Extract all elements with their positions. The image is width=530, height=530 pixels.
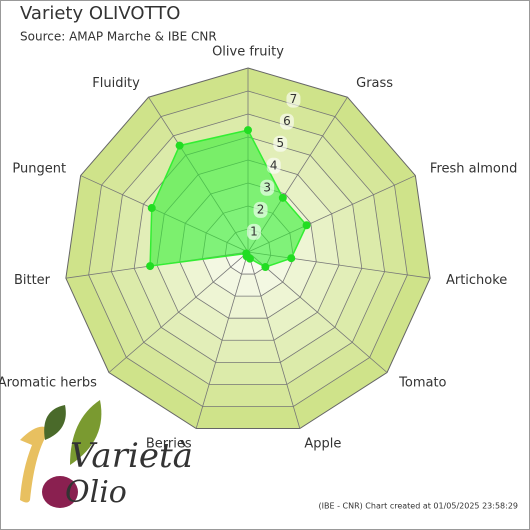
data-point — [242, 249, 251, 258]
spoke — [247, 251, 388, 373]
spoke — [247, 251, 301, 429]
grid-ring — [133, 136, 363, 363]
data-point — [302, 221, 311, 230]
category-label: Fresh almond — [430, 161, 517, 176]
tick-bg — [247, 223, 262, 240]
logo: Varietà Olio — [20, 400, 193, 510]
tick-bg — [273, 135, 288, 152]
category-label: Grass — [356, 76, 393, 91]
tick-label: 7 — [290, 92, 298, 106]
spoke — [108, 251, 249, 373]
tick-bg — [260, 179, 275, 196]
tick-bg — [266, 157, 281, 174]
tick-bg — [253, 201, 268, 218]
category-label: Olive fruity — [212, 45, 284, 60]
tick-label: 6 — [283, 114, 291, 128]
data-point — [146, 262, 155, 271]
chart-subtitle: Source: AMAP Marche & IBE CNR — [20, 30, 217, 44]
tick-bg — [286, 91, 301, 108]
logo-text: Varietà — [70, 436, 193, 476]
data-point — [175, 141, 184, 150]
tick-label: 1 — [250, 224, 258, 238]
category-label: Tomato — [398, 375, 446, 390]
chart-title: Variety OLIVOTTO — [20, 3, 180, 24]
category-label: Aromatic herbs — [0, 375, 97, 390]
tick-label: 2 — [257, 202, 265, 216]
category-label: Pungent — [12, 161, 66, 176]
tick-label: 4 — [270, 158, 278, 172]
data-point — [147, 204, 156, 213]
footer: (IBE - CNR) Chart created at 01/05/2025 … — [319, 502, 519, 511]
tick-label: 3 — [263, 180, 271, 194]
tick-label: 5 — [276, 136, 284, 150]
data-point — [278, 193, 287, 202]
data-point — [261, 263, 270, 272]
spoke — [195, 251, 249, 429]
category-label: Apple — [304, 436, 341, 451]
category-label: Artichoke — [446, 273, 507, 288]
grid-ring — [88, 90, 408, 407]
data-point — [244, 126, 252, 135]
grid-ring — [110, 113, 386, 385]
tick-bg — [279, 113, 294, 130]
data-point — [287, 254, 296, 263]
category-label: Berries — [146, 436, 192, 451]
category-label: Fluidity — [92, 76, 140, 91]
category-label: Bitter — [14, 273, 51, 288]
logo-text: Olio — [65, 475, 127, 510]
outer-ring — [65, 67, 431, 430]
